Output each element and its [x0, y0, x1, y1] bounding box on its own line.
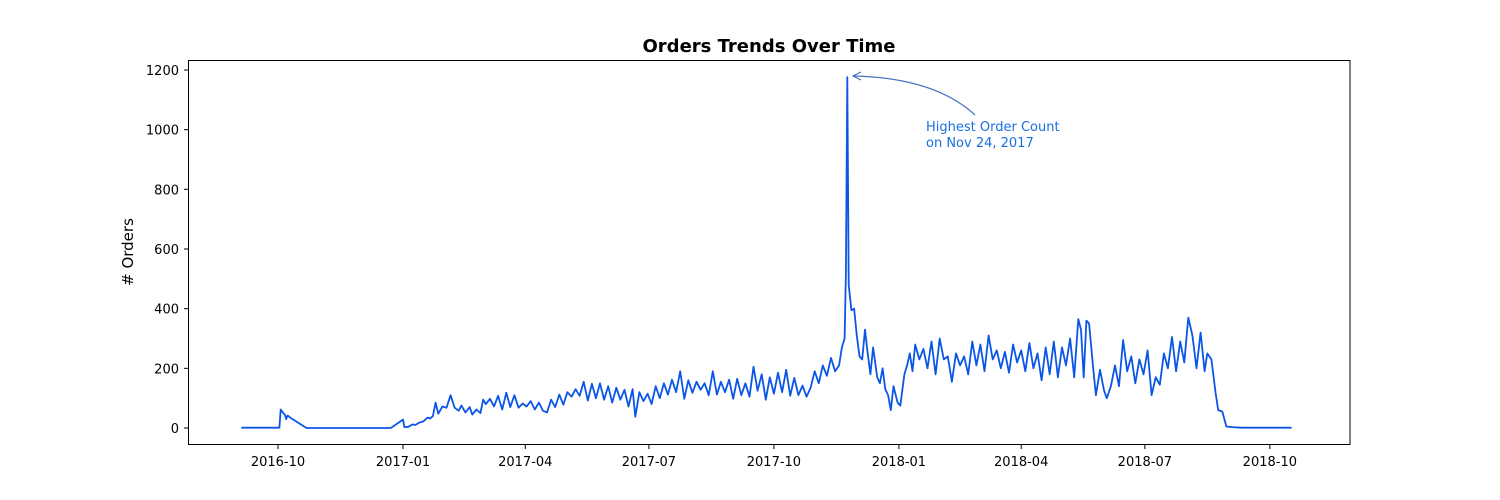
y-tick-label: 1200: [146, 64, 179, 79]
chart-title: Orders Trends Over Time: [643, 36, 896, 57]
x-tick-label: 2017-10: [747, 455, 801, 470]
x-tick-label: 2018-10: [1243, 455, 1297, 470]
orders-line: [241, 76, 1292, 429]
arrow-head-icon: [851, 71, 862, 81]
x-tick-label: 2017-01: [376, 455, 430, 470]
x-tick-label: 2018-04: [994, 455, 1048, 470]
x-axis: 2016-10 2017-01 2017-04 2017-07 2017-10 2018-…: [251, 444, 1297, 470]
x-tick-label: 2017-07: [622, 455, 676, 470]
x-tick-label: 2018-07: [1118, 455, 1172, 470]
y-tick-label: 200: [154, 362, 179, 377]
y-tick-label: 400: [154, 303, 179, 318]
y-tick-label: 800: [154, 183, 179, 198]
annotation-text-line1: Highest Order Count: [926, 120, 1060, 135]
x-tick-label: 2017-04: [498, 455, 552, 470]
annotation-text-line2: on Nov 24, 2017: [926, 136, 1034, 151]
y-axis-label: # Orders: [119, 218, 137, 286]
annotation-arrow: [853, 75, 976, 116]
x-tick-label: 2018-01: [872, 455, 926, 470]
y-tick-label: 1000: [146, 124, 179, 139]
x-tick-label: 2016-10: [251, 455, 305, 470]
y-tick-label: 0: [171, 422, 179, 437]
y-tick-label: 600: [154, 243, 179, 258]
axes-frame: [188, 60, 1351, 445]
plot-area: [188, 60, 1351, 445]
peak-annotation: Highest Order Count on Nov 24, 2017: [851, 71, 1060, 151]
y-axis: 0 200 400 600 800 1000 1200: [146, 64, 189, 437]
